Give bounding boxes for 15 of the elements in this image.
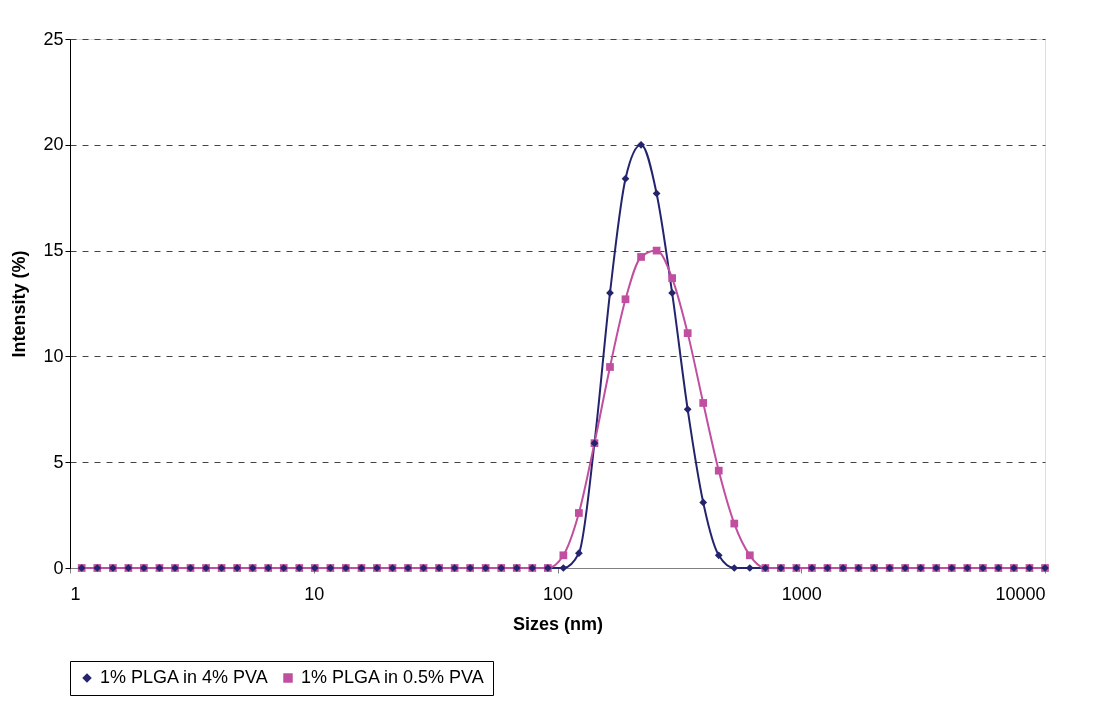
x-axis-title: Sizes (nm) [512, 613, 604, 634]
legend-label: 1% PLGA in 0.5% PVA [301, 667, 484, 687]
x-tick-label: 100 [542, 583, 574, 604]
y-tick-label: 0 [53, 557, 64, 578]
y-tick-label: 5 [53, 451, 64, 472]
y-tick-label: 25 [43, 28, 64, 49]
y-tick-label: 20 [43, 134, 64, 155]
x-tick-label: 1000 [781, 583, 822, 604]
y-axis-title: Intensity (%) [9, 250, 30, 358]
legend-label: 1% PLGA in 4% PVA [100, 667, 268, 687]
y-tick-label: 15 [43, 240, 64, 261]
y-tick-label: 10 [43, 345, 64, 366]
x-tick-label: 10000 [995, 583, 1046, 604]
x-tick-label: 10 [304, 583, 325, 604]
x-tick-label: 1 [70, 583, 81, 604]
